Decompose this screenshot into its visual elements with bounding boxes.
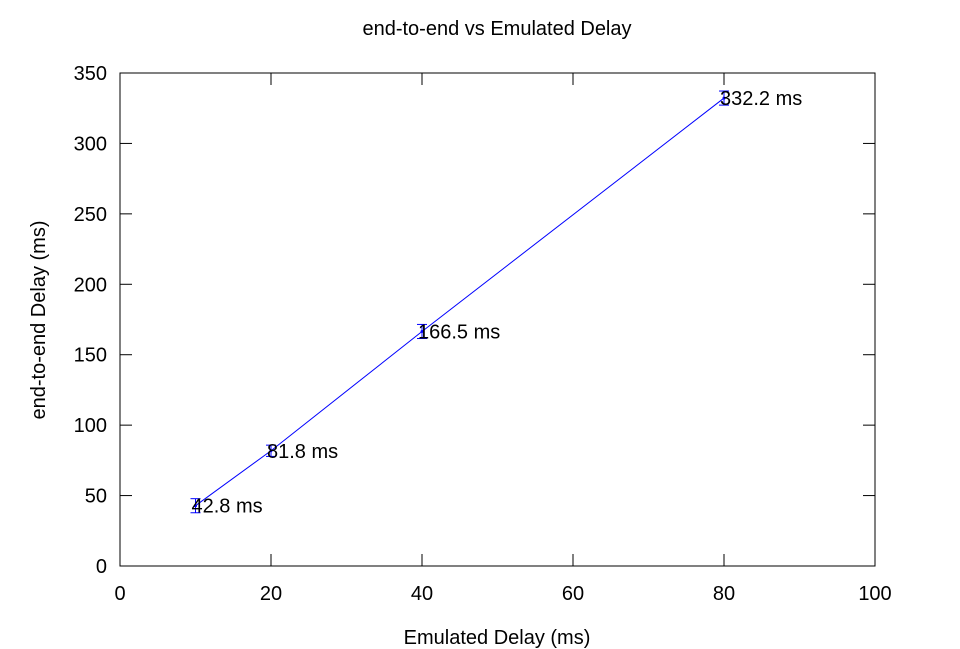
series-line: 42.8 ms 81.8 ms 166.5 ms 332.2 ms xyxy=(190,88,802,518)
y-axis-label: end-to-end Delay (ms) xyxy=(28,221,50,420)
x-axis-label: Emulated Delay (ms) xyxy=(404,627,591,649)
y-tick-label: 350 xyxy=(74,63,107,85)
data-point xyxy=(194,504,197,508)
x-tick-label: 40 xyxy=(411,583,433,605)
x-tick-label: 80 xyxy=(713,583,735,605)
x-tick-label: 20 xyxy=(260,583,282,605)
y-tick-label: 100 xyxy=(74,415,107,437)
y-tick-label: 0 xyxy=(96,556,107,578)
y-tick-label: 300 xyxy=(74,133,107,155)
x-tick-label: 0 xyxy=(114,583,125,605)
data-label: 42.8 ms xyxy=(192,496,263,518)
x-axis: 0 20 40 60 80 100 xyxy=(114,73,892,605)
x-tick-label: 100 xyxy=(858,583,891,605)
y-tick-label: 150 xyxy=(74,345,107,367)
x-tick-label: 60 xyxy=(562,583,584,605)
data-point xyxy=(722,96,726,100)
y-tick-label: 50 xyxy=(85,486,107,508)
data-point xyxy=(269,449,273,453)
chart-title: end-to-end vs Emulated Delay xyxy=(362,18,631,40)
data-label: 332.2 ms xyxy=(720,88,802,110)
plot-frame xyxy=(119,72,876,567)
data-label: 166.5 ms xyxy=(418,321,500,343)
y-tick-label: 200 xyxy=(74,274,107,296)
y-axis: 0 50 100 150 200 250 300 350 xyxy=(74,63,875,578)
data-label: 81.8 ms xyxy=(267,441,338,463)
data-line xyxy=(195,97,725,507)
data-point xyxy=(420,329,424,333)
y-tick-label: 250 xyxy=(74,204,107,226)
